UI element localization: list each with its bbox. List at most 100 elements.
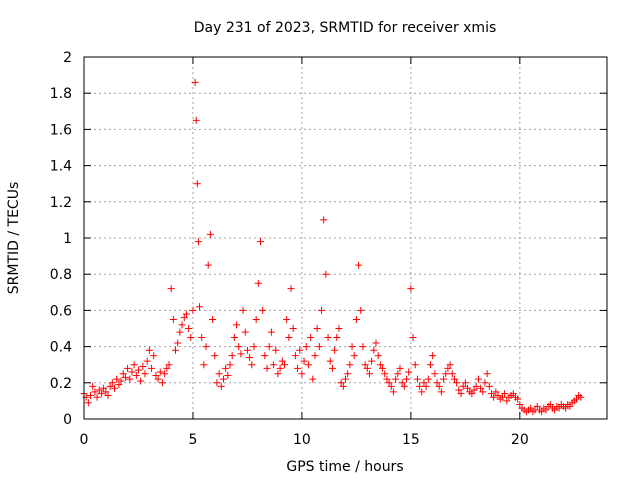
data-point [566, 402, 574, 410]
data-point [411, 361, 419, 369]
data-point [326, 357, 334, 365]
data-point [407, 285, 415, 293]
y-tick-label: 1 [63, 231, 72, 247]
data-point [413, 375, 421, 383]
data-point [195, 303, 203, 311]
data-point [551, 406, 559, 414]
data-point [365, 370, 373, 378]
data-point [444, 364, 452, 372]
data-point [355, 261, 363, 269]
data-point [339, 382, 347, 390]
data-point [104, 391, 112, 399]
data-point [128, 368, 136, 376]
data-point [481, 379, 489, 387]
y-tick-label: 1.2 [50, 195, 72, 211]
data-point [222, 364, 230, 372]
data-point [361, 361, 369, 369]
data-point [93, 393, 101, 401]
axis-ticks: 00.20.40.60.811.21.41.61.820 5 10 15 20 [50, 50, 607, 448]
grid [84, 57, 607, 419]
data-point [483, 370, 491, 378]
data-point [198, 334, 206, 342]
data-point [501, 390, 509, 398]
data-point [193, 180, 201, 188]
data-point [213, 379, 221, 387]
y-tick-label: 1.4 [50, 159, 72, 175]
data-point [215, 370, 223, 378]
data-point [577, 393, 585, 401]
data-point [200, 361, 208, 369]
data-point [431, 370, 439, 378]
data-point [176, 328, 184, 336]
data-point [450, 375, 458, 383]
data-point [461, 379, 469, 387]
data-point [337, 379, 345, 387]
data-point [490, 393, 498, 401]
data-point [503, 397, 511, 405]
data-point [272, 346, 280, 354]
y-axis-label: SRMTID / TECUs [6, 182, 22, 295]
data-point [387, 382, 395, 390]
data-point [468, 390, 476, 398]
data-point [194, 238, 202, 246]
data-point [233, 321, 241, 329]
data-point [479, 388, 487, 396]
data-point [167, 285, 175, 293]
data-point [331, 346, 339, 354]
y-tick-label: 0.2 [50, 376, 72, 392]
x-tick-label: 20 [511, 432, 529, 448]
data-point [278, 357, 286, 365]
data-point [145, 346, 153, 354]
data-point [379, 364, 387, 372]
data-point [280, 361, 288, 369]
data-point [89, 382, 97, 390]
data-point [97, 390, 105, 398]
data-point [533, 402, 541, 410]
data-point [139, 363, 147, 371]
data-point [542, 406, 550, 414]
data-point [328, 364, 336, 372]
data-point [111, 384, 119, 392]
data-point [302, 343, 310, 351]
data-point [115, 381, 123, 389]
x-tick-label: 5 [188, 432, 197, 448]
data-point [246, 353, 254, 361]
data-point [158, 379, 166, 387]
data-point [455, 386, 463, 394]
data-point [259, 306, 267, 314]
data-point [152, 372, 160, 380]
data-point [84, 399, 92, 407]
data-point [403, 375, 411, 383]
data-point [134, 366, 142, 374]
data-point [141, 370, 149, 378]
data-point [324, 334, 332, 342]
data-point [252, 315, 260, 323]
data-point [426, 361, 434, 369]
data-point [165, 361, 173, 369]
data-point [250, 343, 258, 351]
data-point [124, 364, 132, 372]
x-tick-label: 15 [402, 432, 420, 448]
data-point [357, 306, 365, 314]
y-tick-label: 2 [63, 50, 72, 66]
data-point [237, 350, 245, 358]
data-point [209, 315, 217, 323]
data-point [91, 388, 99, 396]
data-point [333, 334, 341, 342]
data-point [267, 328, 275, 336]
data-point [442, 370, 450, 378]
data-point [485, 382, 493, 390]
data-point [381, 370, 389, 378]
data-point [241, 328, 249, 336]
data-point [192, 116, 200, 124]
data-point [121, 373, 129, 381]
data-point [433, 379, 441, 387]
data-point [219, 375, 227, 383]
data-point [342, 375, 349, 383]
data-point [477, 384, 485, 392]
data-point [400, 382, 408, 390]
data-point [132, 372, 140, 380]
data-point [191, 78, 199, 86]
data-point [538, 408, 546, 416]
data-point [113, 375, 121, 383]
